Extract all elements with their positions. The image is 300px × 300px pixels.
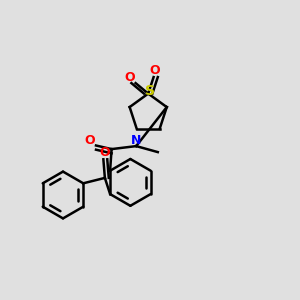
Text: O: O [85,134,95,148]
Text: N: N [131,134,141,147]
Text: O: O [124,70,135,84]
Text: O: O [150,64,160,77]
Text: O: O [99,146,110,159]
Text: S: S [145,84,155,98]
